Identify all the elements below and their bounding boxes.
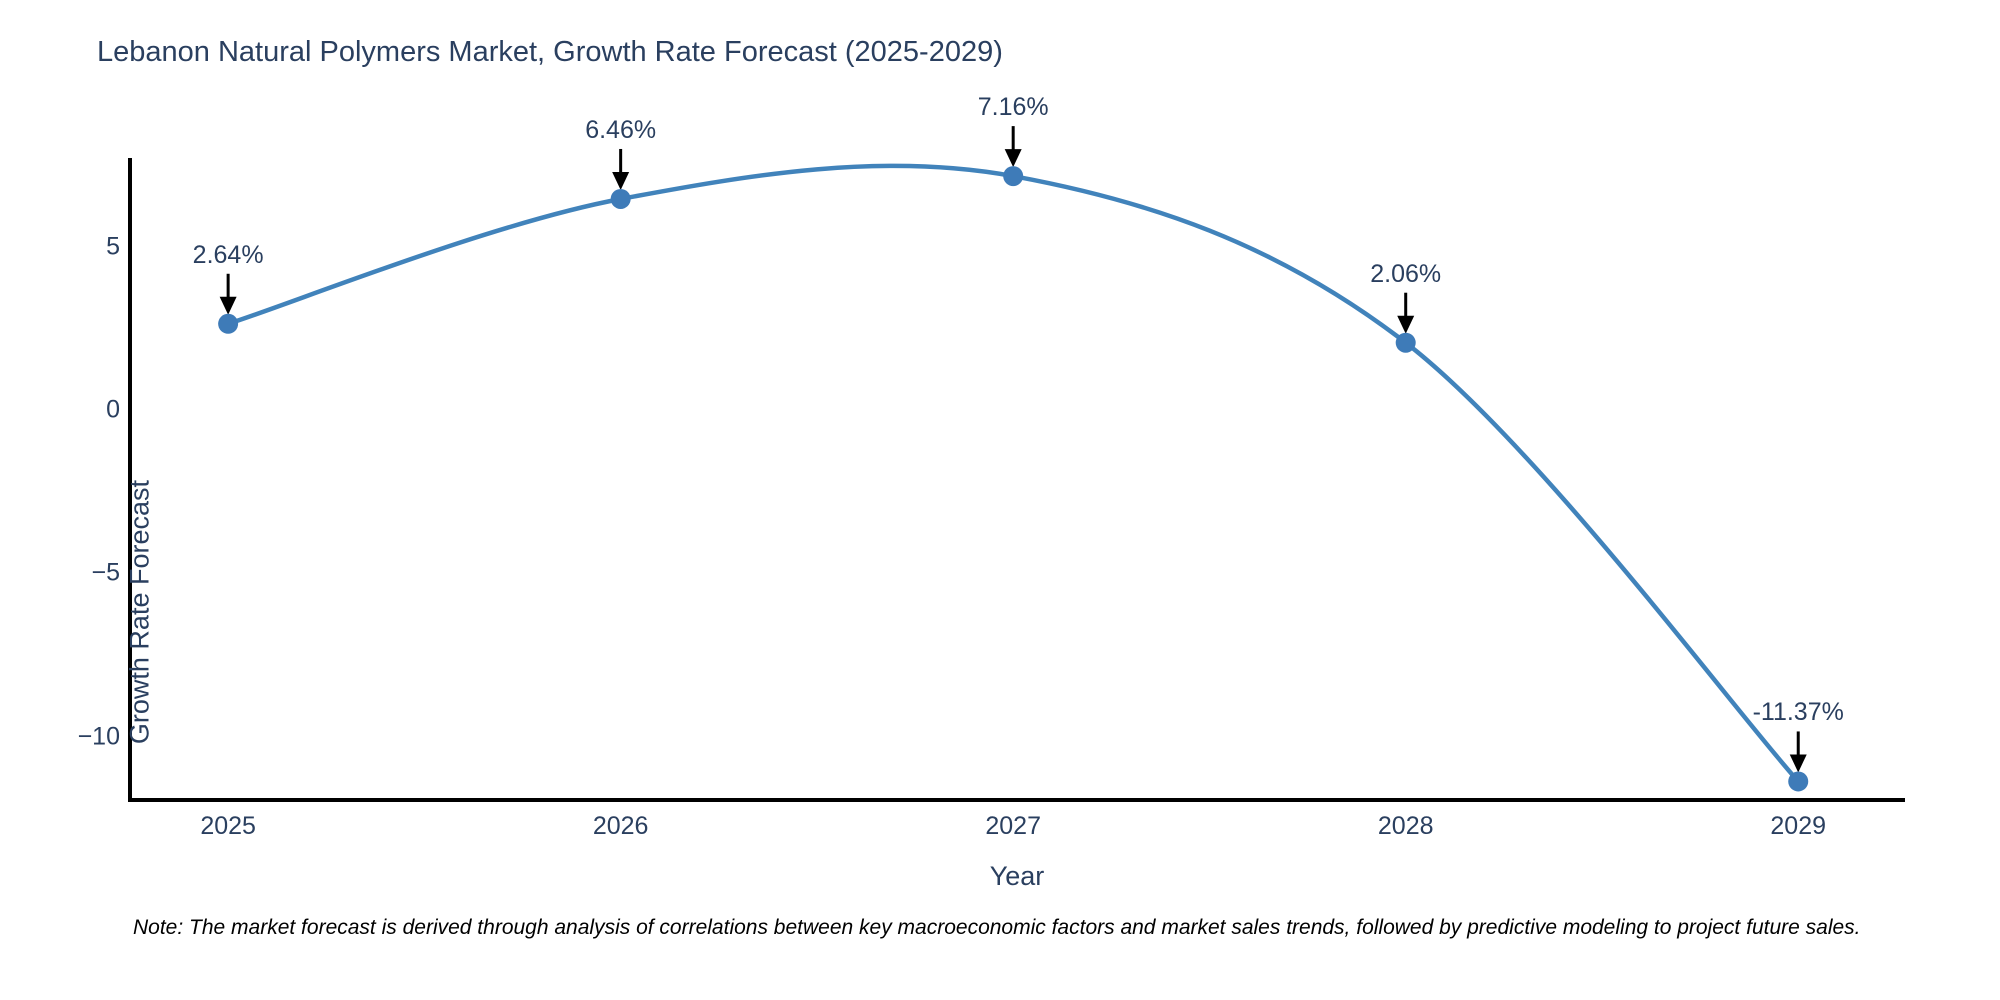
point-annotation-label: 2.64% bbox=[192, 240, 264, 269]
point-annotation-label: 6.46% bbox=[585, 115, 657, 144]
data-point-marker bbox=[1788, 771, 1809, 792]
y-tick-label: −10 bbox=[77, 722, 120, 751]
x-tick-label: 2026 bbox=[592, 812, 649, 840]
y-axis-title: Growth Rate Forecast bbox=[125, 348, 156, 744]
data-point-marker bbox=[1003, 166, 1024, 187]
y-tick-label: 0 bbox=[106, 395, 120, 424]
x-tick-label: 2029 bbox=[1770, 812, 1827, 840]
point-annotation-label: -11.37% bbox=[1752, 698, 1844, 727]
y-axis-title-text: Growth Rate Forecast bbox=[124, 480, 155, 745]
data-point-marker bbox=[1395, 332, 1416, 353]
footnote: Note: The market forecast is derived thr… bbox=[133, 916, 1861, 939]
forecast-line bbox=[227, 163, 1800, 783]
data-point-marker bbox=[610, 188, 631, 209]
data-point-marker bbox=[218, 313, 239, 334]
chart-title: Lebanon Natural Polymers Market, Growth … bbox=[97, 36, 1003, 68]
y-tick-label: 5 bbox=[106, 232, 120, 261]
point-annotation-label: 2.06% bbox=[1370, 259, 1442, 288]
annotation-arrow-head bbox=[1397, 315, 1415, 334]
x-axis-title: Year bbox=[989, 861, 1045, 891]
point-annotation-label: 7.16% bbox=[977, 93, 1049, 122]
annotation-arrow-head bbox=[612, 171, 630, 190]
x-tick-label: 2025 bbox=[200, 812, 256, 840]
annotation-arrow-head bbox=[219, 296, 237, 315]
x-tick-label: 2028 bbox=[1377, 812, 1434, 840]
x-tick-label: 2027 bbox=[985, 812, 1041, 840]
y-tick-label: −5 bbox=[91, 558, 120, 587]
annotation-arrow-head bbox=[1789, 754, 1807, 773]
annotation-arrow-head bbox=[1004, 149, 1022, 168]
